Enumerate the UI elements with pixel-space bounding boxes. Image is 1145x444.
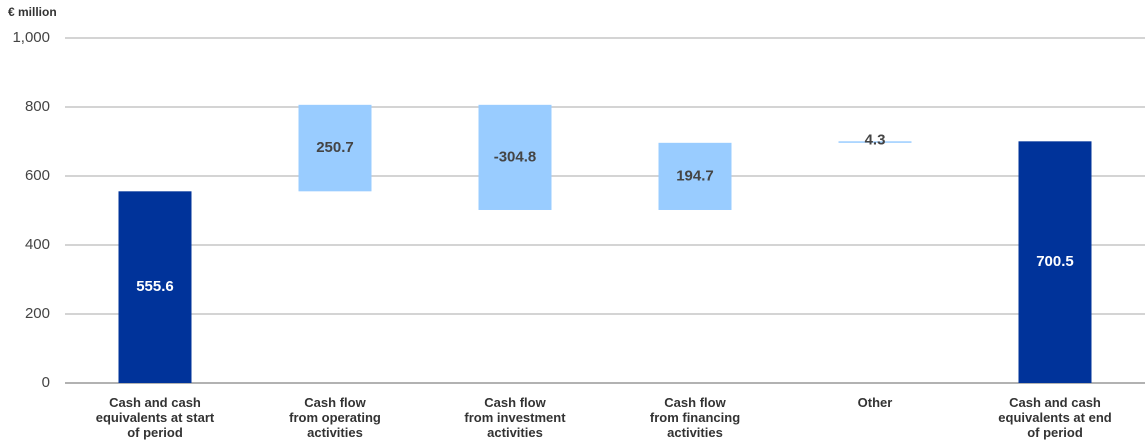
x-tick-label: Cash and cash equivalents at end of peri… bbox=[998, 395, 1112, 440]
x-tick-label: Other bbox=[857, 395, 893, 410]
bar bbox=[658, 142, 732, 210]
value-label: 250.7 bbox=[316, 139, 354, 156]
y-tick-label: 600 bbox=[25, 167, 50, 184]
x-tick-label: Cash flow from financing activities bbox=[649, 395, 741, 440]
y-tick-label: 1,000 bbox=[12, 29, 50, 46]
value-label: 555.6 bbox=[136, 278, 174, 295]
value-label: -304.8 bbox=[494, 148, 537, 165]
y-tick-label: 0 bbox=[42, 374, 50, 391]
value-label: 194.7 bbox=[676, 167, 714, 184]
value-label: 4.3 bbox=[865, 131, 886, 148]
y-tick-label: 400 bbox=[25, 236, 50, 253]
x-tick-label: Cash flow from investment activities bbox=[464, 395, 566, 440]
bar bbox=[478, 104, 552, 210]
y-unit: € million bbox=[8, 5, 57, 19]
x-tick-label: Cash and cash equivalents at start of pe… bbox=[95, 395, 215, 440]
bar bbox=[118, 191, 192, 383]
bar bbox=[298, 104, 372, 192]
y-tick-label: 800 bbox=[25, 98, 50, 115]
bar bbox=[838, 141, 912, 143]
x-tick-label: Cash flow from operating activities bbox=[289, 395, 381, 440]
value-label: 700.5 bbox=[1036, 253, 1074, 270]
bar bbox=[1018, 141, 1092, 383]
y-tick-label: 200 bbox=[25, 305, 50, 322]
